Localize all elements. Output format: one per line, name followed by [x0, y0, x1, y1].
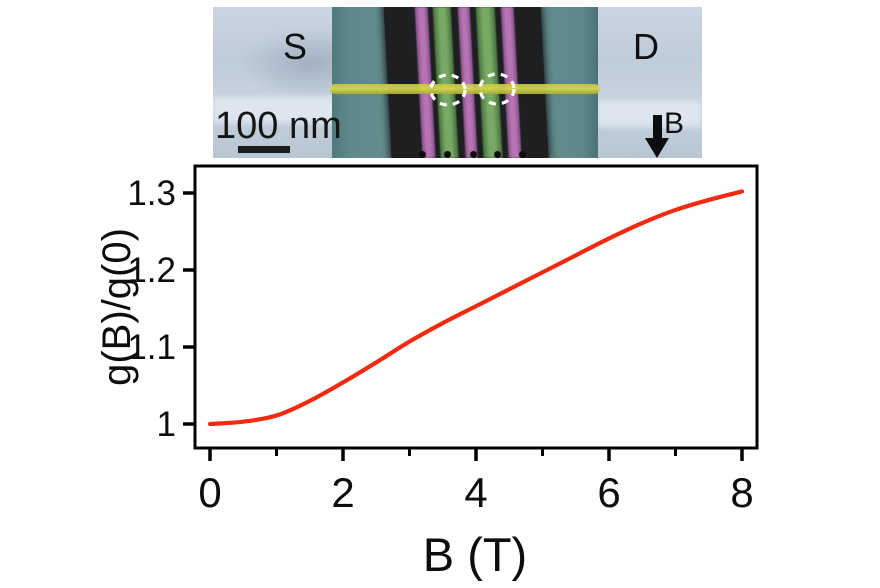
- gate-marker-dot: [519, 151, 526, 158]
- gate-marker-dot: [470, 151, 477, 158]
- y-axis-label: g(B)/g(0): [95, 228, 139, 386]
- magnetic-field-arrow-icon: [653, 115, 662, 139]
- scale-bar-label: 100 nm: [215, 105, 342, 147]
- x-axis-label: B (T): [422, 528, 528, 581]
- source-contact-ledge: [213, 97, 339, 123]
- scale-bar: [238, 146, 290, 153]
- y-tick-label: 1.3: [127, 174, 176, 213]
- source-label: S: [283, 26, 308, 67]
- magnetic-field-label: B: [664, 107, 685, 140]
- gate-marker-dot: [494, 151, 501, 158]
- quantum-dot-circle-left-icon: [429, 73, 467, 107]
- quantum-dot-circle-right-icon: [478, 72, 516, 106]
- x-tick-label: 8: [730, 469, 753, 516]
- quantum-dot-markers: [429, 72, 516, 107]
- drain-label: D: [633, 26, 659, 67]
- y-tick-label: 1.2: [127, 251, 176, 290]
- gate-marker-dot: [444, 151, 451, 158]
- y-tick-label: 1: [157, 405, 176, 444]
- x-tick-label: 0: [198, 469, 221, 516]
- x-tick-label: 4: [464, 469, 487, 516]
- x-tick-label: 2: [331, 469, 354, 516]
- gate-marker-dot: [419, 151, 426, 158]
- x-tick-label: 6: [597, 469, 620, 516]
- sem-device-image: S D 100 nm B: [213, 7, 702, 158]
- conductance-curve: [207, 189, 745, 427]
- magnetic-field-arrowhead-icon: [645, 138, 669, 158]
- drain-contact-ledge: [597, 101, 702, 127]
- y-tick-label: 1.1: [127, 328, 176, 367]
